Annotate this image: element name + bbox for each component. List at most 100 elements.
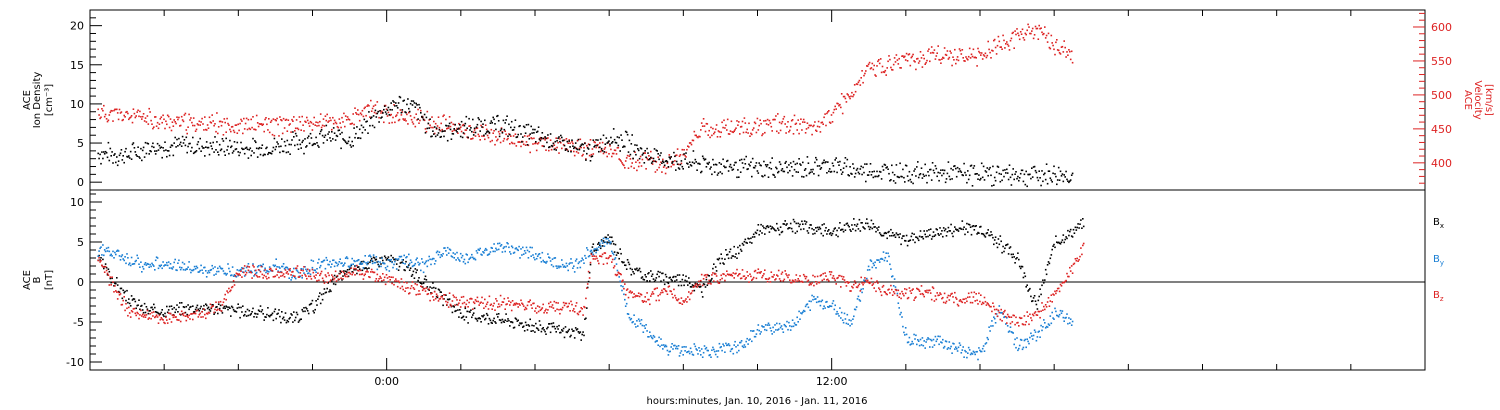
bz-point xyxy=(302,269,304,272)
bx-point xyxy=(810,224,812,226)
density-point xyxy=(683,153,685,155)
bz-point xyxy=(230,289,232,292)
bz-point xyxy=(358,273,361,276)
bx-point xyxy=(478,317,480,319)
bx-point xyxy=(306,308,308,310)
by-point xyxy=(908,336,911,339)
bx-point xyxy=(497,313,500,315)
by-point xyxy=(800,312,802,314)
bz-point xyxy=(459,306,462,308)
velocity-point xyxy=(974,56,976,59)
by-point xyxy=(817,300,820,303)
bx-point xyxy=(570,334,572,337)
bz-point xyxy=(344,275,347,278)
bx-point xyxy=(754,231,757,234)
bx-point xyxy=(472,314,474,316)
velocity-point xyxy=(581,155,583,157)
bz-point xyxy=(593,255,595,257)
bx-point xyxy=(243,313,246,316)
density-point xyxy=(989,166,991,169)
density-point xyxy=(594,144,596,147)
density-point xyxy=(306,137,309,139)
by-point xyxy=(276,266,278,268)
density-point xyxy=(688,166,690,168)
by-point xyxy=(490,246,493,249)
bz-point xyxy=(537,310,540,313)
bx-point xyxy=(579,331,582,333)
bx-point xyxy=(1066,237,1068,240)
bx-point xyxy=(499,319,502,322)
bx-point xyxy=(628,263,631,266)
density-point xyxy=(310,137,313,139)
by-point xyxy=(349,265,352,267)
by-point xyxy=(1029,336,1031,339)
bx-point xyxy=(235,311,238,313)
density-point xyxy=(485,131,488,133)
bx-point xyxy=(641,276,644,278)
density-point xyxy=(316,142,318,144)
bx-point xyxy=(740,250,743,252)
bx-point xyxy=(522,326,524,328)
velocity-point xyxy=(851,91,853,94)
bx-point xyxy=(107,268,110,270)
by-point xyxy=(634,323,636,325)
by-point xyxy=(758,329,760,332)
bz-point xyxy=(166,319,168,321)
density-point xyxy=(860,165,862,168)
bx-point xyxy=(461,316,464,319)
top-left-axis-label-line2: Ion Density xyxy=(32,72,43,129)
bz-point xyxy=(116,291,118,293)
velocity-point xyxy=(179,125,181,127)
density-point xyxy=(929,168,932,171)
by-point xyxy=(115,253,117,256)
velocity-point xyxy=(276,117,278,120)
bx-point xyxy=(445,294,447,296)
by-point xyxy=(181,261,184,264)
velocity-point xyxy=(420,109,422,112)
velocity-point xyxy=(179,124,182,127)
bx-point xyxy=(967,231,969,233)
bx-point xyxy=(123,291,125,294)
by-point xyxy=(669,350,671,353)
bx-point xyxy=(198,310,201,312)
bz-point xyxy=(307,275,310,278)
bx-point xyxy=(989,234,991,237)
bz-point xyxy=(188,314,190,317)
by-point xyxy=(869,259,872,261)
bz-point xyxy=(372,271,375,274)
by-point xyxy=(517,249,519,252)
bx-point xyxy=(837,235,839,238)
bz-point xyxy=(419,293,421,295)
velocity-point xyxy=(546,137,548,140)
by-point xyxy=(983,350,986,352)
velocity-point xyxy=(519,141,521,143)
by-point xyxy=(739,341,742,344)
density-point xyxy=(391,109,393,111)
by-point xyxy=(1059,309,1062,312)
bz-point xyxy=(452,294,455,297)
bz-point xyxy=(413,288,416,290)
bx-point xyxy=(657,270,659,273)
density-point xyxy=(575,147,578,150)
density-point xyxy=(476,123,479,126)
bx-point xyxy=(229,307,231,309)
by-point xyxy=(286,266,289,269)
bx-point xyxy=(670,278,672,281)
bx-point xyxy=(876,227,878,229)
bx-point xyxy=(1040,293,1042,296)
density-point xyxy=(243,148,245,150)
by-point xyxy=(389,259,391,262)
velocity-point xyxy=(180,115,183,118)
bx-point xyxy=(993,239,996,241)
velocity-point xyxy=(729,130,732,132)
by-point xyxy=(1035,339,1038,342)
bx-point xyxy=(880,234,883,237)
velocity-point xyxy=(520,145,522,148)
velocity-point xyxy=(323,125,326,127)
density-point xyxy=(361,131,364,134)
density-point xyxy=(796,162,798,165)
bx-point xyxy=(192,311,195,313)
density-point xyxy=(1019,172,1022,175)
bx-point xyxy=(442,304,444,307)
velocity-point xyxy=(326,113,328,116)
